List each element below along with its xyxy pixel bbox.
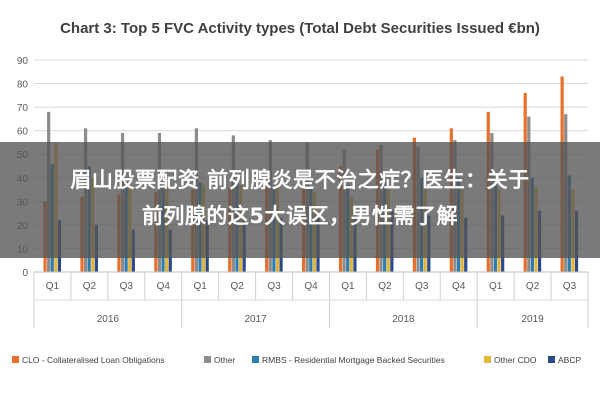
legend-label: Other CDO — [494, 355, 537, 365]
x-axis: Q1 Q2 Q3 Q4 Q1 Q2 Q3 Q4 Q1 Q2 Q3 Q4 Q1 Q2 Q3 2016 2017 20… — [33, 271, 589, 328]
legend-swatch — [204, 356, 211, 363]
legend-label: Other — [214, 355, 235, 365]
x-tick-label: Q1 — [489, 281, 503, 292]
x-tick-label: Q1 — [341, 281, 355, 292]
x-tick-label: Q2 — [378, 281, 392, 292]
y-tick-label: 80 — [17, 80, 29, 91]
x-tick-label: Q1 — [46, 281, 60, 292]
legend-swatch — [252, 356, 259, 363]
x-tick-label: Q2 — [230, 281, 244, 292]
x-tick-label: Q3 — [415, 281, 429, 292]
year-label: 2019 — [521, 314, 544, 325]
y-tick-label: 0 — [22, 268, 28, 279]
x-tick-label: Q4 — [304, 281, 318, 292]
x-tick-label: Q3 — [563, 281, 577, 292]
x-tick-label: Q4 — [157, 281, 171, 292]
x-tick-label: Q2 — [526, 281, 540, 292]
legend: CLO - Collateralised Loan Obligations Oth… — [12, 355, 581, 365]
year-label: 2016 — [97, 314, 120, 325]
year-label: 2018 — [392, 314, 415, 325]
overlay-banner: 眉山股票配资 前列腺炎是不治之症？医生：关于 前列腺的这5大误区，男性需了解 — [0, 142, 600, 258]
x-tick-label: Q4 — [452, 281, 466, 292]
legend-swatch — [12, 356, 19, 363]
overlay-line-1: 眉山股票配资 前列腺炎是不治之症？医生：关于 — [70, 168, 530, 192]
x-tick-label: Q3 — [267, 281, 281, 292]
x-tick-label: Q2 — [83, 281, 97, 292]
x-tick-label: Q1 — [194, 281, 208, 292]
legend-label: RMBS - Residential Mortgage Backed Secur… — [262, 355, 445, 365]
y-tick-label: 60 — [17, 127, 29, 138]
overlay-line-2: 前列腺的这5大误区，男性需了解 — [141, 204, 459, 228]
legend-label: ABCP — [558, 355, 581, 365]
x-tick-label: Q3 — [120, 281, 134, 292]
legend-swatch — [484, 356, 491, 363]
y-tick-label: 90 — [17, 56, 29, 67]
year-label: 2017 — [244, 314, 267, 325]
chart-title: Chart 3: Top 5 FVC Activity types (Total… — [60, 20, 540, 37]
legend-label: CLO - Collateralised Loan Obligations — [22, 355, 165, 365]
legend-swatch — [548, 356, 555, 363]
y-tick-label: 70 — [17, 103, 29, 114]
overlay-text: 眉山股票配资 前列腺炎是不治之症？医生：关于 前列腺的这5大误区，男性需了解 — [10, 162, 590, 234]
